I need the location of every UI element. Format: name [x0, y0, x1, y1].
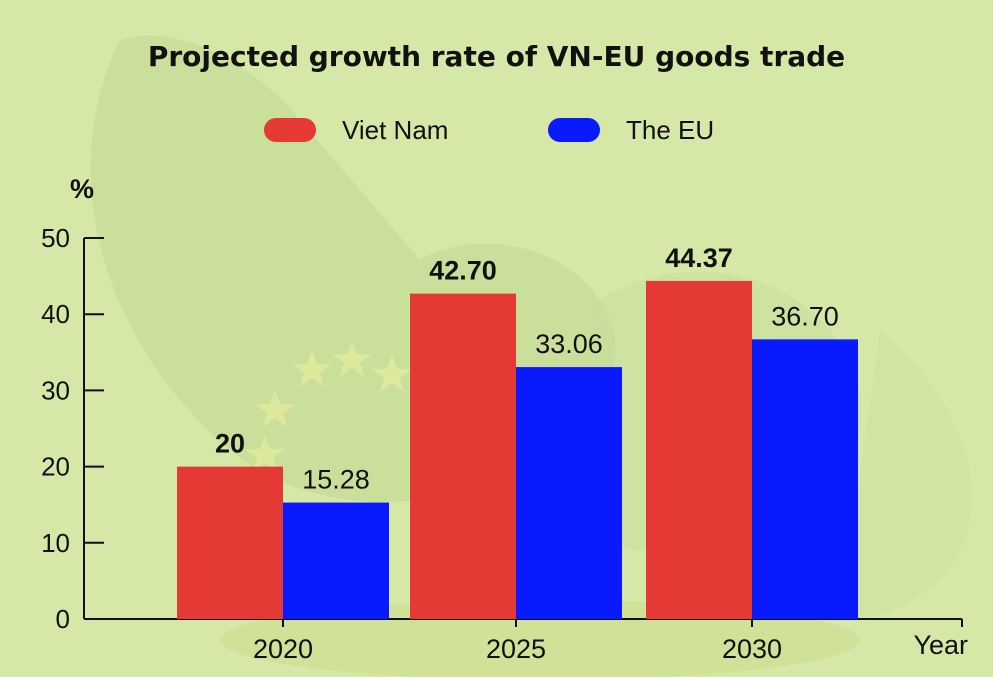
x-tick-label: 2025	[486, 634, 546, 664]
y-tick-label: 50	[41, 223, 70, 253]
data-label-the-eu-2030: 36.70	[771, 301, 839, 331]
data-label-viet-nam-2025: 42.70	[429, 256, 497, 286]
star-icon	[245, 340, 412, 472]
legend-label-the-eu: The EU	[626, 114, 715, 145]
bar-the-eu-2020	[283, 502, 389, 619]
bar-viet-nam-2030	[646, 280, 752, 619]
bar-viet-nam-2025	[410, 293, 516, 619]
y-tick-label: 20	[41, 452, 70, 482]
chart-title: Projected growth rate of VN-EU goods tra…	[147, 40, 846, 73]
bar-the-eu-2030	[752, 339, 858, 619]
y-tick-label: 10	[41, 528, 70, 558]
data-label-the-eu-2020: 15.28	[302, 465, 370, 495]
bar-viet-nam-2020	[177, 466, 283, 619]
legend-swatch-the-eu	[548, 118, 600, 142]
data-label-the-eu-2025: 33.06	[535, 329, 603, 359]
x-tick-label: 2020	[253, 634, 313, 664]
bar-the-eu-2025	[516, 367, 622, 619]
data-label-viet-nam-2020: 20	[215, 429, 245, 459]
y-tick-label: 0	[56, 604, 70, 634]
y-axis-unit: %	[70, 174, 95, 204]
x-axis-title: Year	[913, 630, 968, 660]
legend-item-viet-nam: Viet Nam	[264, 114, 448, 146]
data-label-viet-nam-2030: 44.37	[665, 243, 733, 273]
y-tick-label: 40	[41, 299, 70, 329]
legend-item-the-eu: The EU	[548, 114, 714, 146]
legend-label-viet-nam: Viet Nam	[342, 114, 449, 145]
legend-swatch-viet-nam	[264, 118, 316, 142]
y-tick-label: 30	[41, 375, 70, 405]
x-tick-label: 2030	[722, 634, 782, 664]
